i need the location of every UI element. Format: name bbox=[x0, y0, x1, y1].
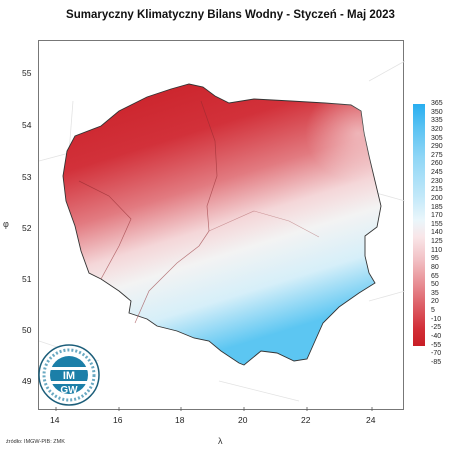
y-tick-53: 53 bbox=[22, 172, 32, 182]
y-axis-label: φ bbox=[3, 219, 9, 229]
legend-value-label: 275 bbox=[431, 151, 443, 159]
river-oder bbox=[78, 180, 132, 280]
x-tick-24: 24 bbox=[366, 415, 376, 425]
legend-value-label: 110 bbox=[431, 246, 443, 254]
color-legend-labels: 365 350 335 320 305 290 275 260 245 230 215 200 185 1… bbox=[431, 100, 461, 367]
legend-value-label: 290 bbox=[431, 143, 443, 151]
svg-text:GW: GW bbox=[60, 385, 78, 396]
legend-value-label: -55 bbox=[431, 341, 442, 349]
legend-value-label: 65 bbox=[431, 272, 439, 280]
legend-value-label: 230 bbox=[431, 177, 443, 185]
y-tick-52: 52 bbox=[22, 223, 32, 233]
x-axis-label: λ bbox=[218, 436, 223, 446]
y-tick-51: 51 bbox=[22, 274, 32, 284]
legend-value-label: 305 bbox=[431, 134, 443, 142]
x-tick-16: 16 bbox=[113, 415, 123, 425]
imgw-logo-icon: IM GW bbox=[38, 344, 100, 406]
legend-value-label: 140 bbox=[431, 229, 443, 237]
y-tick-50: 50 bbox=[22, 325, 32, 335]
legend-value-label: -70 bbox=[431, 350, 442, 358]
river-bug bbox=[208, 210, 320, 238]
legend-value-label: 200 bbox=[431, 194, 443, 202]
legend-value-label: 215 bbox=[431, 186, 443, 194]
east-wetter-area bbox=[229, 99, 381, 236]
x-tick-22: 22 bbox=[301, 415, 311, 425]
legend-value-label: 185 bbox=[431, 203, 443, 211]
legend-value-label: -85 bbox=[431, 358, 442, 366]
legend-value-label: 170 bbox=[431, 212, 443, 220]
legend-value-label: 125 bbox=[431, 238, 443, 245]
legend-value-label: 80 bbox=[431, 263, 439, 271]
legend-value-label: 155 bbox=[431, 220, 443, 228]
legend-value-label: -10 bbox=[431, 315, 442, 323]
map-title: Sumaryczny Klimatyczny Bilans Wodny - St… bbox=[66, 9, 395, 21]
legend-value-label: 365 bbox=[431, 100, 443, 107]
x-tick-18: 18 bbox=[175, 415, 185, 425]
y-tick-55: 55 bbox=[22, 68, 32, 78]
legend-value-label: 5 bbox=[431, 307, 435, 314]
legend-value-label: -40 bbox=[431, 332, 442, 340]
y-tick-54: 54 bbox=[22, 120, 32, 130]
x-tick-20: 20 bbox=[238, 415, 248, 425]
legend-value-label: 95 bbox=[431, 255, 439, 263]
axis-ticks bbox=[55, 407, 373, 411]
map-plot-area bbox=[38, 40, 405, 411]
x-tick-14: 14 bbox=[50, 415, 60, 425]
svg-text:IM: IM bbox=[63, 370, 75, 382]
legend-value-label: 350 bbox=[431, 108, 443, 116]
source-note: źródło: IMGW-PIB: ZMK bbox=[6, 439, 65, 445]
legend-value-label: 35 bbox=[431, 289, 439, 297]
legend-value-label: -25 bbox=[431, 324, 442, 332]
legend-value-label: 50 bbox=[431, 281, 439, 289]
legend-value-label: 245 bbox=[431, 169, 443, 176]
color-legend-bar bbox=[413, 104, 425, 346]
legend-value-label: 20 bbox=[431, 298, 439, 306]
legend-value-label: 320 bbox=[431, 125, 443, 133]
legend-value-label: 335 bbox=[431, 117, 443, 125]
y-tick-49: 49 bbox=[22, 376, 32, 386]
legend-value-label: 260 bbox=[431, 160, 443, 168]
